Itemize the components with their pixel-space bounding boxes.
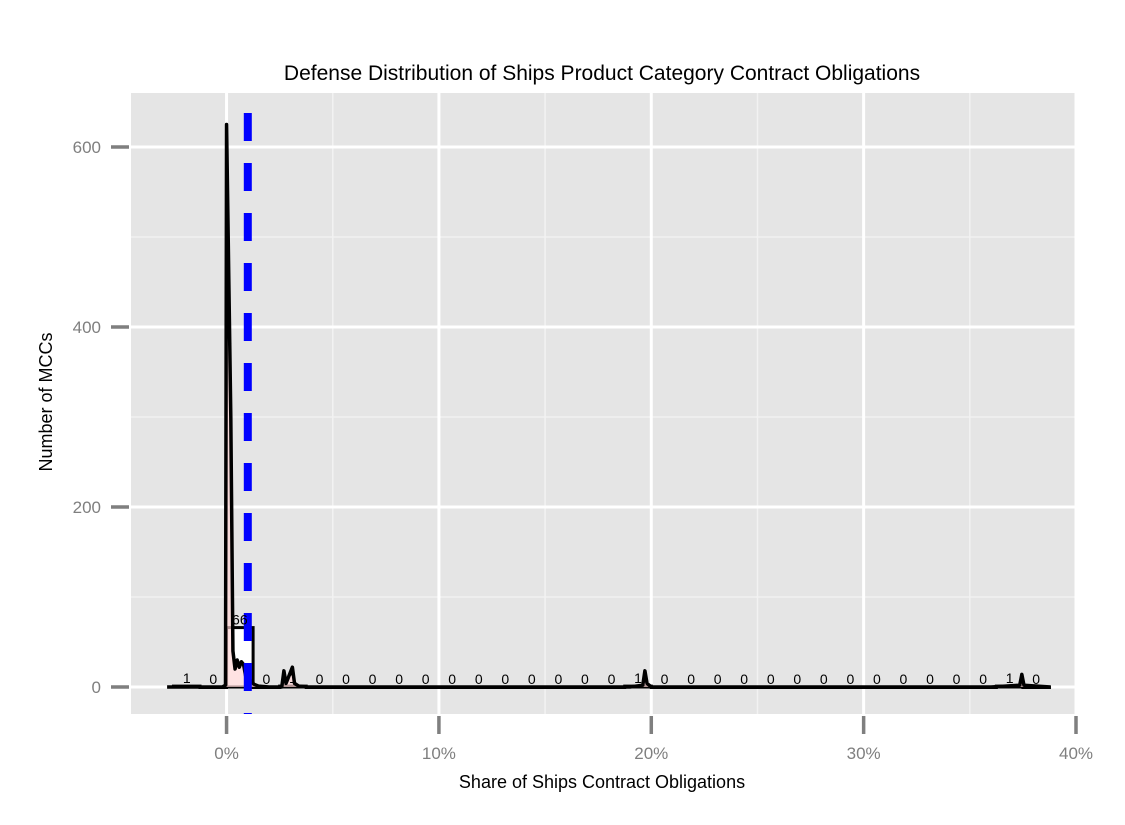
x-tick-label: 20% bbox=[634, 744, 668, 763]
bar-count-label: 0 bbox=[501, 671, 509, 687]
bar-count-label: 0 bbox=[448, 671, 456, 687]
x-tick-label: 10% bbox=[422, 744, 456, 763]
bar-count-label: 0 bbox=[342, 671, 350, 687]
bar-count-label: 66 bbox=[232, 612, 248, 628]
y-tick-label: 200 bbox=[73, 498, 101, 517]
x-tick-label: 40% bbox=[1059, 744, 1093, 763]
bar-count-label: 1 bbox=[183, 670, 191, 686]
bar-count-label: 0 bbox=[554, 671, 562, 687]
bar-count-label: 0 bbox=[608, 671, 616, 687]
bar-count-label: 1 bbox=[634, 670, 642, 686]
bar-count-label: 0 bbox=[661, 671, 669, 687]
bar-count-label: 0 bbox=[395, 671, 403, 687]
bar-count-label: 0 bbox=[1032, 671, 1040, 687]
x-axis-title: Share of Ships Contract Obligations bbox=[459, 772, 745, 792]
y-axis-title: Number of MCCs bbox=[36, 332, 56, 471]
bar-count-label: 0 bbox=[900, 671, 908, 687]
bar-count-label: 1 bbox=[289, 670, 297, 686]
y-tick-label: 600 bbox=[73, 138, 101, 157]
plot-panel bbox=[131, 93, 1076, 714]
bar-count-label: 0 bbox=[316, 671, 324, 687]
bar-count-label: 0 bbox=[979, 671, 987, 687]
bar-count-label: 0 bbox=[873, 671, 881, 687]
y-axis: 0 200 400 600 bbox=[73, 138, 129, 697]
bar-count-label: 0 bbox=[846, 671, 854, 687]
bar-count-label: 0 bbox=[369, 671, 377, 687]
bar-count-label: 0 bbox=[793, 671, 801, 687]
bar-count-label: 0 bbox=[262, 671, 270, 687]
bar-count-label: 0 bbox=[475, 671, 483, 687]
bar-count-labels: 0 66 1 0 1 0 0 0 0 0 0 0 0 0 0 0 0 1 0 0 0 0 0 0 0 0 0 0 0 0 0 1 0 bbox=[183, 612, 1040, 687]
y-tick-label: 0 bbox=[92, 678, 101, 697]
x-tick-label: 0% bbox=[214, 744, 239, 763]
y-tick-label: 400 bbox=[73, 318, 101, 337]
density-curve bbox=[167, 122, 1051, 689]
bar-count-label: 0 bbox=[714, 671, 722, 687]
bar-count-label: 0 bbox=[926, 671, 934, 687]
bar-count-label: 0 bbox=[740, 671, 748, 687]
bar-count-label: 0 bbox=[422, 671, 430, 687]
bar-count-label: 0 bbox=[209, 671, 217, 687]
bar-count-label: 0 bbox=[953, 671, 961, 687]
density-line bbox=[167, 122, 1051, 689]
bar-count-label: 0 bbox=[820, 671, 828, 687]
bar-count-label: 0 bbox=[581, 671, 589, 687]
bar-count-label: 0 bbox=[767, 671, 775, 687]
bar-count-label: 0 bbox=[528, 671, 536, 687]
x-axis: 0% 10% 20% 30% 40% bbox=[214, 716, 1093, 763]
x-tick-label: 30% bbox=[847, 744, 881, 763]
chart-title: Defense Distribution of Ships Product Ca… bbox=[284, 62, 920, 85]
bar-count-label: 0 bbox=[687, 671, 695, 687]
bar-count-label: 1 bbox=[1006, 670, 1014, 686]
